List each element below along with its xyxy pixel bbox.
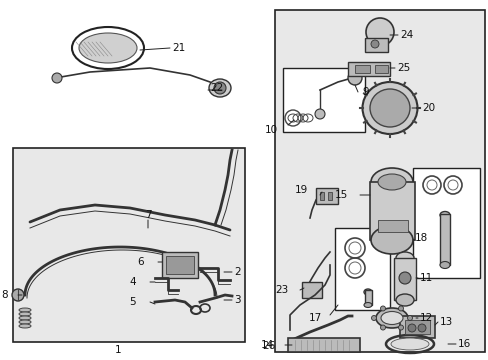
Ellipse shape [79,33,137,63]
Bar [283,68,364,132]
Text: 17: 17 [308,313,321,323]
Ellipse shape [208,79,230,97]
Text: 5: 5 [129,297,136,307]
Circle shape [398,306,403,311]
Text: 25: 25 [396,63,409,73]
Bar [374,65,387,73]
Bar [369,182,414,240]
Bar [404,320,429,334]
Text: 24: 24 [399,30,412,40]
Circle shape [314,109,325,119]
Bar [274,10,484,352]
Text: 9: 9 [361,87,368,97]
Ellipse shape [439,261,449,269]
Text: 4: 4 [129,277,136,287]
Bar [302,282,321,298]
Circle shape [365,18,393,46]
Text: 1: 1 [115,345,121,355]
Circle shape [12,289,24,301]
Text: 3: 3 [234,295,240,305]
Text: 13: 13 [439,317,452,327]
Ellipse shape [370,226,412,254]
Bar [319,192,324,200]
Text: 20: 20 [421,103,434,113]
Circle shape [398,272,410,284]
Ellipse shape [19,312,31,316]
Bar [315,188,337,204]
Circle shape [380,306,385,311]
Circle shape [380,325,385,330]
Bar [327,192,331,200]
Ellipse shape [380,311,402,324]
Bar [165,256,194,274]
Circle shape [52,73,62,83]
Ellipse shape [363,289,371,295]
Text: 8: 8 [1,290,8,300]
Circle shape [370,40,378,48]
Bar [287,338,359,352]
Text: 2: 2 [234,267,240,277]
Text: 6: 6 [137,257,143,267]
Bar [162,252,198,278]
Circle shape [347,71,361,85]
Ellipse shape [370,168,412,196]
Ellipse shape [363,302,371,307]
Text: 22: 22 [209,83,223,93]
Bar [354,65,369,73]
Bar [377,220,407,232]
Ellipse shape [395,252,413,264]
Ellipse shape [439,211,449,219]
Circle shape [407,315,412,320]
Ellipse shape [395,294,413,306]
Text: 19: 19 [294,185,307,195]
Ellipse shape [390,338,428,350]
Circle shape [214,82,225,94]
Ellipse shape [375,308,407,328]
Ellipse shape [19,324,31,328]
Text: 18: 18 [414,233,427,243]
Ellipse shape [362,82,417,134]
Ellipse shape [377,174,405,190]
Ellipse shape [19,316,31,320]
Text: 15: 15 [334,190,347,200]
Circle shape [371,315,376,320]
Bar [393,258,415,300]
Bar [334,228,389,310]
Ellipse shape [19,320,31,324]
Bar [439,214,449,265]
Text: 16: 16 [457,339,470,349]
Circle shape [407,324,415,332]
Text: 21: 21 [172,43,185,53]
Bar [364,38,387,52]
Bar [347,62,389,76]
Text: 14: 14 [260,340,273,350]
Text: 10: 10 [264,125,278,135]
Text: 23: 23 [274,285,287,295]
Text: 7: 7 [144,210,151,220]
Text: 26: 26 [262,341,275,351]
Text: 11: 11 [419,273,432,283]
Circle shape [398,325,403,330]
Text: 12: 12 [419,313,432,323]
Bar [364,290,371,305]
Ellipse shape [369,89,409,127]
Ellipse shape [19,308,31,312]
Bar [399,316,434,338]
Bar [412,168,479,278]
Bar [13,148,244,342]
Circle shape [417,324,425,332]
